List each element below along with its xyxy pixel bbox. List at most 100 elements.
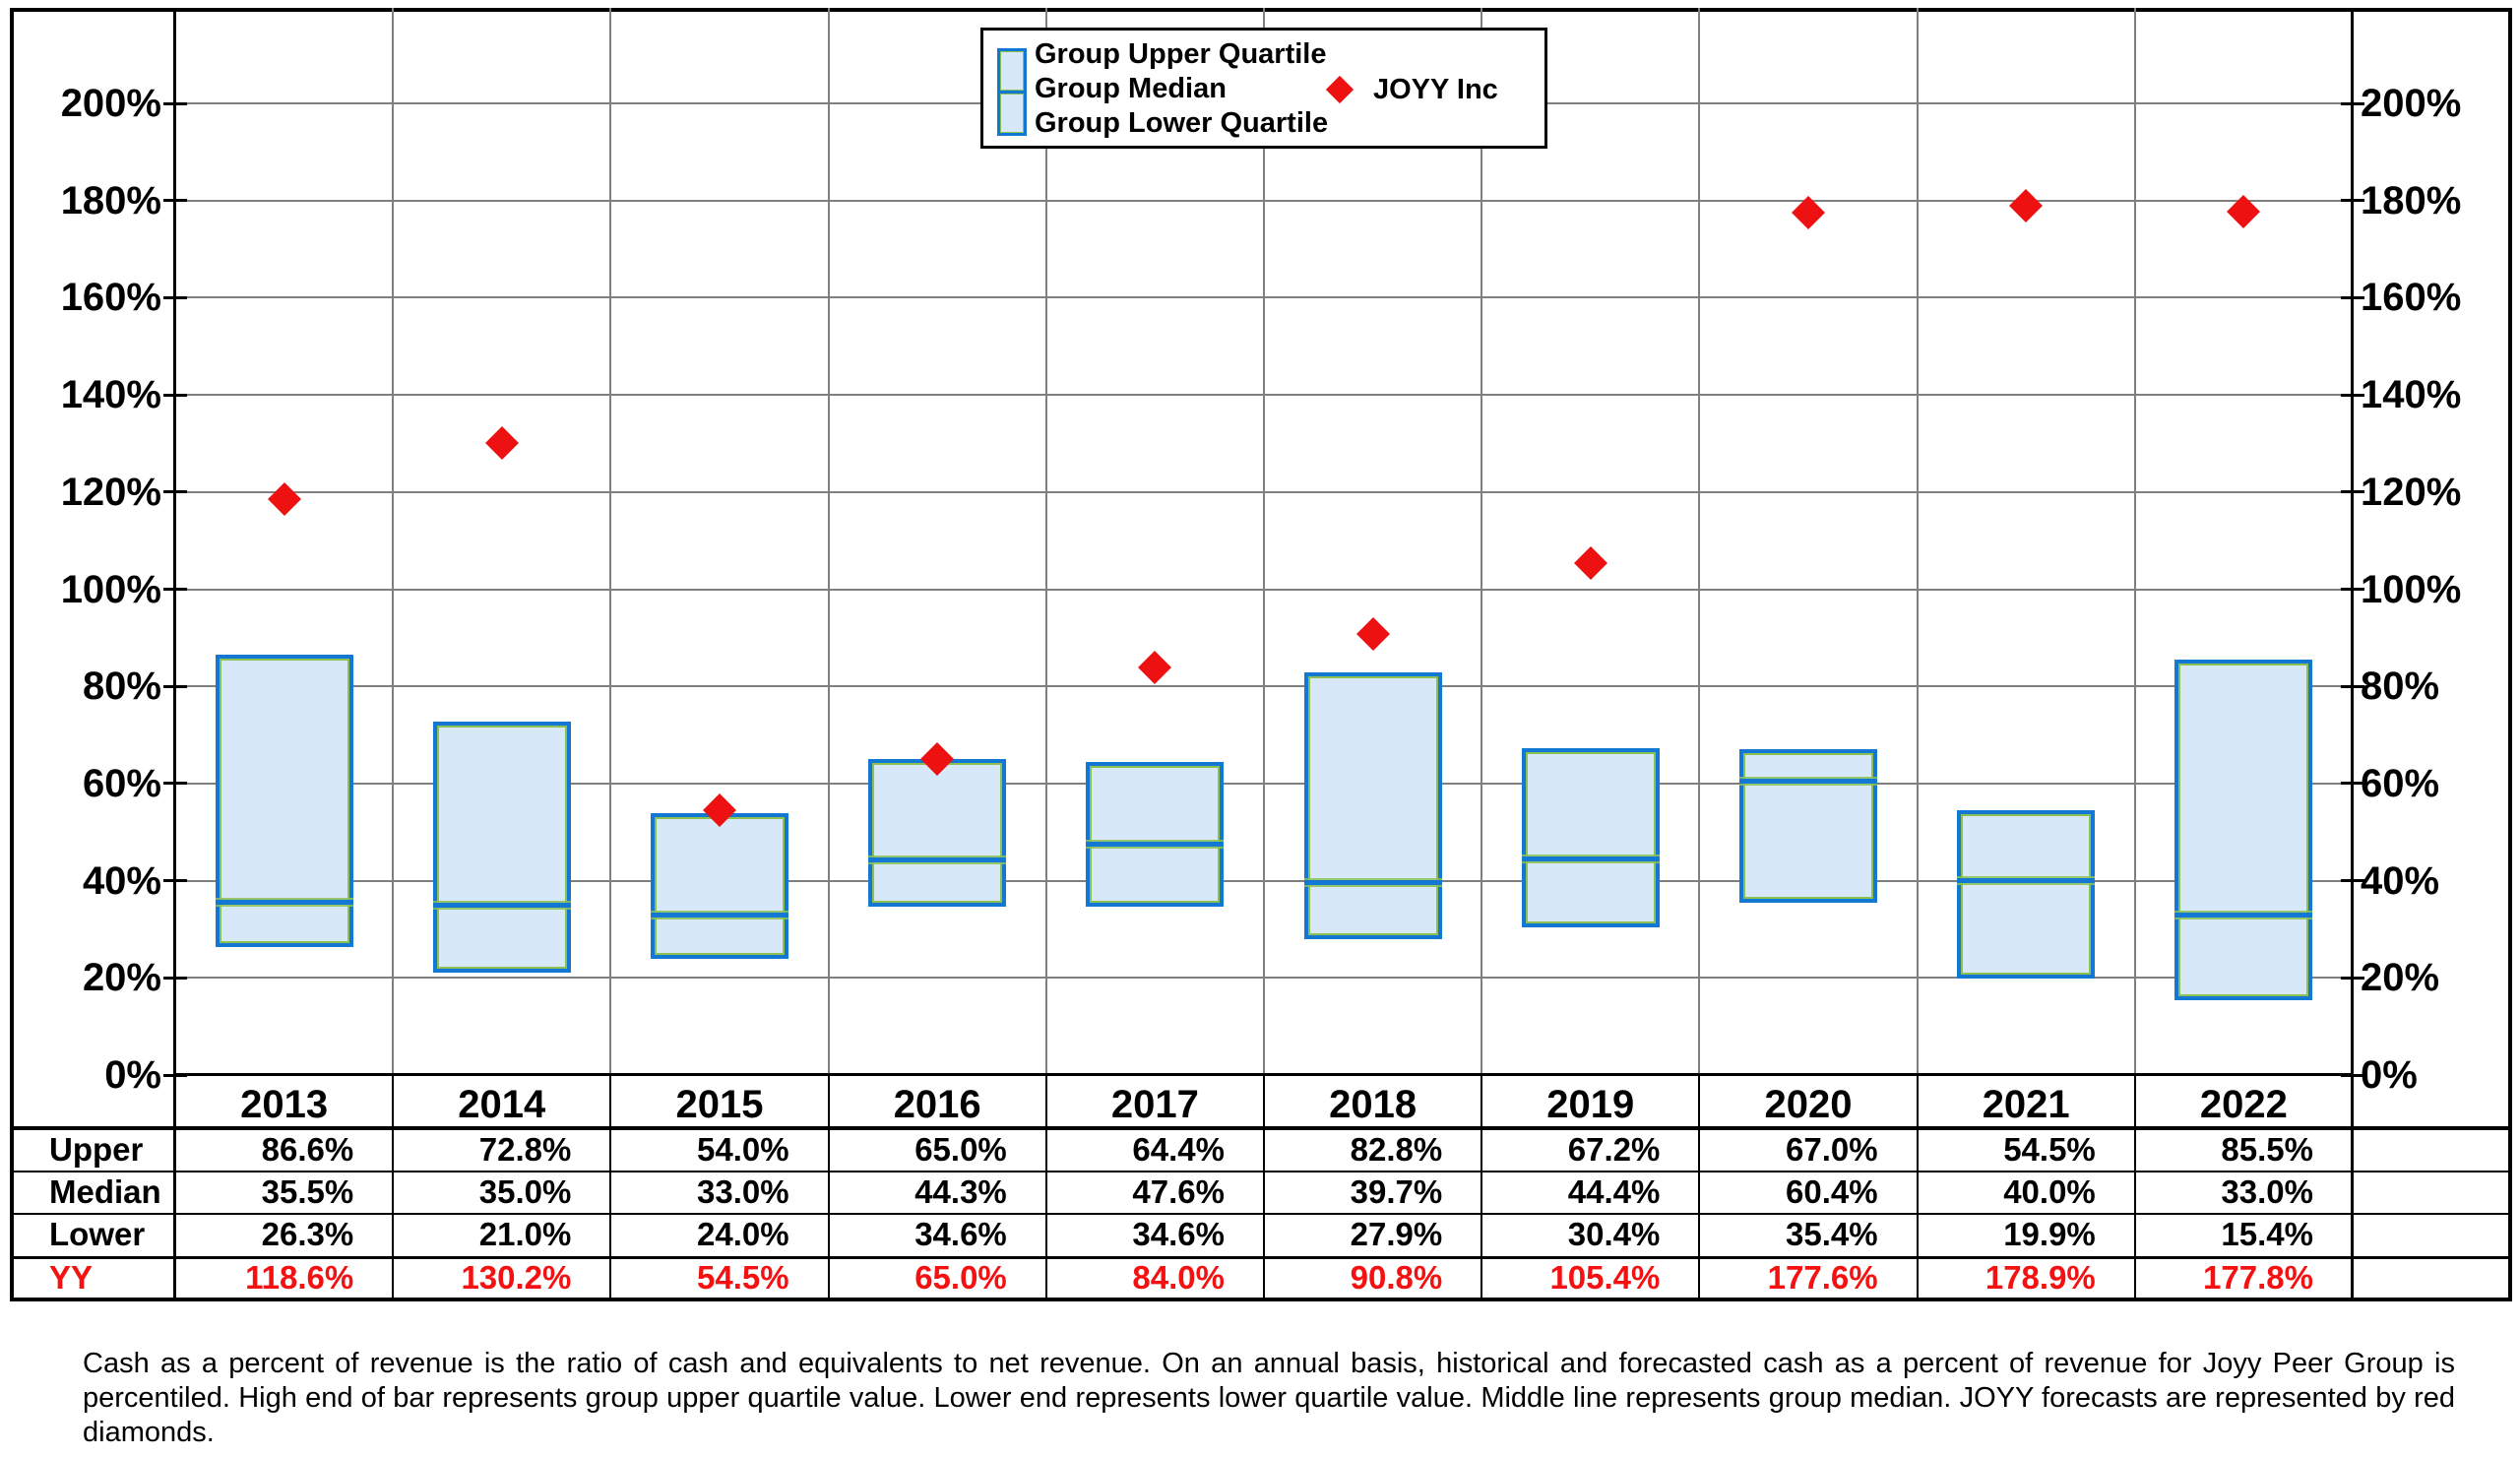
y-axis-label-left: 0% xyxy=(104,1053,161,1097)
median-line xyxy=(2174,912,2313,918)
table-row-label: Upper xyxy=(49,1131,144,1168)
median-line xyxy=(1957,878,2096,884)
quartile-bar xyxy=(1521,748,1660,927)
table-column-border xyxy=(609,1075,612,1301)
y-axis-label-right: 60% xyxy=(2361,761,2440,805)
table-yy-separator xyxy=(10,1256,2512,1259)
table-cell: 105.4% xyxy=(1549,1259,1661,1296)
y-axis-label-left: 120% xyxy=(60,470,161,514)
table-cell: 72.8% xyxy=(478,1131,572,1168)
year-label: 2021 xyxy=(1982,1083,2070,1126)
y-axis-label-right: 20% xyxy=(2361,956,2440,1000)
chart-caption: Cash as a percent of revenue is the rati… xyxy=(83,1348,2455,1448)
table-cell: 34.6% xyxy=(914,1216,1007,1252)
table-cell: 65.0% xyxy=(914,1131,1007,1168)
table-year-separator xyxy=(10,1126,2512,1130)
y-axis-line-right xyxy=(2351,8,2354,1301)
table-cell: 35.5% xyxy=(261,1173,354,1210)
table-cell: 15.4% xyxy=(2221,1216,2313,1252)
table-cell: 67.2% xyxy=(1567,1131,1661,1168)
y-axis-label-right: 160% xyxy=(2361,276,2462,320)
quartile-bar xyxy=(1739,749,1877,904)
x-gridline xyxy=(827,8,830,1075)
table-column-border xyxy=(1698,1075,1701,1301)
y-axis-label-left: 80% xyxy=(82,665,161,709)
table-cell: 39.7% xyxy=(1350,1173,1443,1210)
x-gridline xyxy=(1480,8,1483,1075)
y-axis-label-right: 80% xyxy=(2361,665,2440,709)
quartile-bar xyxy=(1957,810,2096,979)
table-column-border xyxy=(1263,1075,1265,1301)
table-cell: 21.0% xyxy=(478,1216,572,1252)
y-axis-label-left: 60% xyxy=(82,761,161,805)
table-column-border xyxy=(1480,1075,1483,1301)
x-axis-baseline xyxy=(175,1073,2353,1076)
median-line xyxy=(432,902,571,908)
table-cell: 64.4% xyxy=(1132,1131,1225,1168)
x-gridline xyxy=(1044,8,1047,1075)
y-axis-label-left: 20% xyxy=(82,956,161,1000)
y-axis-label-right: 200% xyxy=(2361,82,2462,125)
table-column-border xyxy=(827,1075,830,1301)
x-gridline xyxy=(1916,8,1919,1075)
table-cell: 118.6% xyxy=(245,1259,354,1296)
table-cell: 33.0% xyxy=(697,1173,789,1210)
lower-quartile-swatch-icon xyxy=(997,91,1027,136)
y-axis-label-left: 140% xyxy=(60,373,161,417)
table-row-label: Median xyxy=(49,1173,161,1210)
x-gridline xyxy=(609,8,612,1075)
y-axis-label-left: 200% xyxy=(60,82,161,125)
year-label: 2016 xyxy=(893,1083,981,1126)
upper-quartile-swatch-icon xyxy=(997,48,1027,94)
table-cell: 177.6% xyxy=(1767,1259,1878,1296)
table-cell: 86.6% xyxy=(261,1131,354,1168)
median-line xyxy=(1739,779,1877,785)
table-cell: 65.0% xyxy=(914,1259,1007,1296)
table-cell: 40.0% xyxy=(2003,1173,2096,1210)
table-cell: 54.0% xyxy=(697,1131,789,1168)
table-cell: 44.3% xyxy=(914,1173,1007,1210)
table-cell: 130.2% xyxy=(461,1259,572,1296)
quartile-bar xyxy=(1086,762,1225,908)
table-cell: 178.9% xyxy=(1984,1259,2096,1296)
y-axis-label-left: 40% xyxy=(82,858,161,903)
y-axis-label-right: 100% xyxy=(2361,567,2462,611)
median-line xyxy=(1303,879,1442,885)
x-gridline xyxy=(392,8,395,1075)
y-axis-label-right: 0% xyxy=(2361,1053,2418,1097)
table-row-separator xyxy=(10,1213,2512,1215)
legend-lower-quartile-label: Group Lower Quartile xyxy=(1035,107,1329,139)
year-label: 2013 xyxy=(240,1083,329,1126)
x-gridline xyxy=(1698,8,1701,1075)
table-cell: 24.0% xyxy=(697,1216,789,1252)
y-axis-label-right: 120% xyxy=(2361,470,2462,514)
x-gridline xyxy=(2133,8,2136,1075)
year-label: 2017 xyxy=(1110,1083,1199,1126)
quartile-bar xyxy=(1303,672,1442,940)
table-cell: 44.4% xyxy=(1567,1173,1661,1210)
quartile-bar xyxy=(215,654,353,948)
year-label: 2019 xyxy=(1546,1083,1635,1126)
y-axis-label-right: 180% xyxy=(2361,178,2462,222)
y-axis-label-left: 160% xyxy=(60,276,161,320)
y-axis-label-left: 100% xyxy=(60,567,161,611)
year-label: 2014 xyxy=(458,1083,546,1126)
chart-legend: Group Upper Quartile Group Median Group … xyxy=(980,28,1547,149)
table-row-separator xyxy=(10,1171,2512,1172)
legend-upper-quartile-label: Group Upper Quartile xyxy=(1035,38,1327,70)
table-row-label: Lower xyxy=(49,1216,146,1252)
table-cell: 26.3% xyxy=(261,1216,354,1252)
quartile-bar xyxy=(868,759,1007,908)
table-cell: 177.8% xyxy=(2203,1259,2313,1296)
red-diamond-icon xyxy=(1325,75,1354,104)
legend-joyy-label: JOYY Inc xyxy=(1373,74,1498,105)
table-cell: 60.4% xyxy=(1786,1173,1878,1210)
year-label: 2015 xyxy=(675,1083,764,1126)
quartile-bar xyxy=(651,812,788,959)
table-column-border xyxy=(2133,1075,2136,1301)
year-label: 2020 xyxy=(1764,1083,1853,1126)
table-cell: 19.9% xyxy=(2003,1216,2096,1252)
table-column-border xyxy=(1044,1075,1047,1301)
y-axis-label-right: 40% xyxy=(2361,858,2440,903)
y-axis-line-left xyxy=(173,8,176,1301)
